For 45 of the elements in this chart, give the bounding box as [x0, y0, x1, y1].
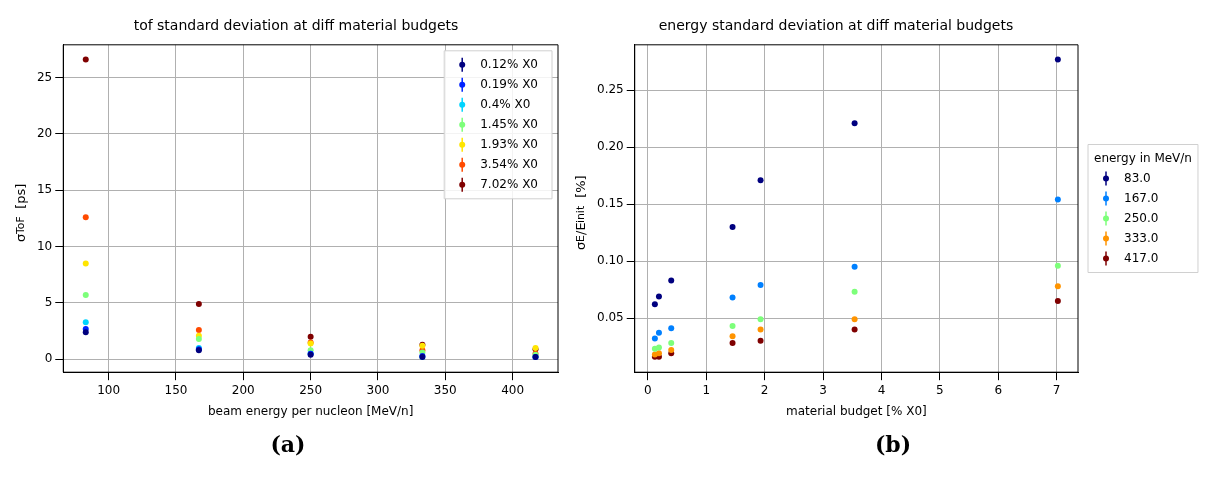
chart-title: energy standard deviation at diff material budgets	[658, 17, 1014, 34]
x-tick-label: 300	[366, 382, 390, 397]
legend-label: 333.0	[1124, 230, 1159, 245]
text: (a)	[269, 431, 307, 457]
x-tick-label: 350	[433, 382, 457, 397]
legend-label: 1.45% X0	[480, 116, 539, 131]
legend-label: 0.12% X0	[480, 56, 539, 71]
legend-label: 167.0	[1124, 190, 1159, 205]
x-tick-label: 100	[97, 382, 121, 397]
x-tick-label: 6	[994, 382, 1003, 397]
legend-title: energy in MeV/n	[1094, 150, 1192, 165]
y-tick-label: 0.05	[597, 310, 624, 325]
x-tick-label: 4	[877, 382, 886, 397]
x-tick-label: 250	[299, 382, 323, 397]
y-tick-label: 0.15	[597, 196, 624, 211]
x-tick-label: 3	[819, 382, 827, 397]
y-tick-label: 25	[36, 69, 53, 84]
y-tick-label: 0.20	[597, 139, 624, 154]
legend-label: 0.4% X0	[480, 96, 531, 111]
x-axis-title: material budget [% X0]	[786, 403, 927, 418]
y-tick-label: 0.10	[597, 253, 624, 268]
x-tick-label: 400	[501, 382, 525, 397]
x-tick-label: 5	[936, 382, 944, 397]
legend-label: 83.0	[1124, 170, 1151, 185]
x-tick-label: 200	[231, 382, 255, 397]
chart-title: tof standard deviation at diff material budgets	[133, 17, 459, 34]
y-tick-label: 0	[44, 351, 53, 366]
y-tick-label: 5	[44, 295, 53, 310]
x-tick-label: 2	[760, 382, 769, 397]
y-tick-label: 0.25	[597, 82, 624, 97]
legend-label: 417.0	[1124, 250, 1159, 265]
legend-label: 0.19% X0	[480, 76, 539, 91]
legend-label: 7.02% X0	[480, 176, 539, 191]
legend-label: 250.0	[1124, 210, 1159, 225]
x-tick-label: 7	[1052, 382, 1061, 397]
legend-label: 1.93% X0	[480, 136, 539, 151]
x-tick-label: 1	[702, 382, 711, 397]
x-tick-label: 0	[644, 382, 652, 397]
y-tick-label: 15	[36, 182, 53, 197]
x-axis-title: beam energy per nucleon [MeV/n]	[207, 403, 414, 418]
x-tick-label: 150	[164, 382, 188, 397]
legend-label: 3.54% X0	[480, 156, 539, 171]
text: (b)	[873, 431, 913, 457]
y-tick-label: 20	[36, 125, 53, 140]
y-tick-label: 10	[36, 238, 53, 253]
